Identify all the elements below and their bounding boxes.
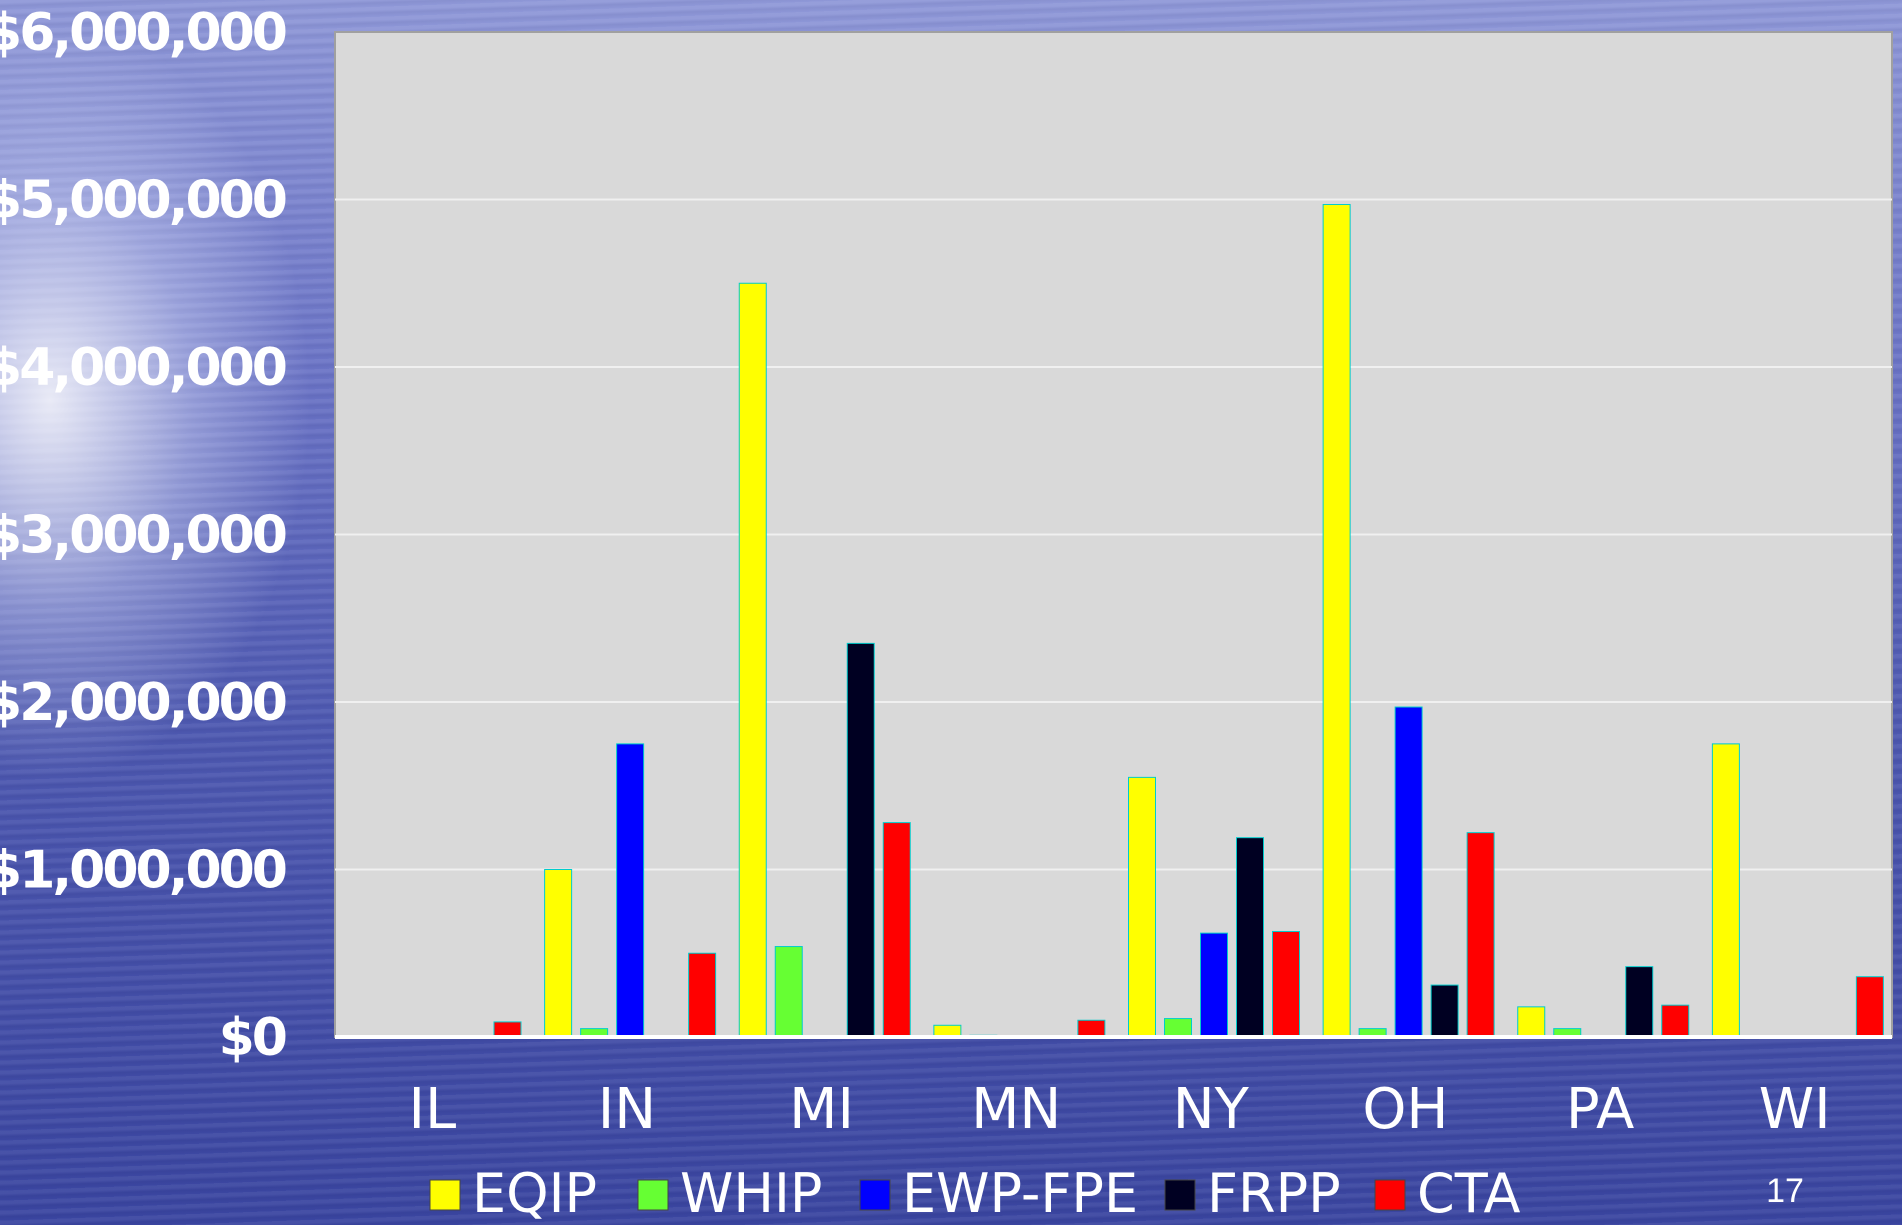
bars — [493, 204, 1884, 1038]
legend-swatch-frpp — [1164, 1179, 1196, 1211]
x-tick-label: MN — [971, 1077, 1061, 1142]
bar-eqip-mi — [738, 282, 767, 1038]
legend-swatch-whip — [637, 1179, 669, 1211]
x-tick-label: WI — [1759, 1077, 1831, 1142]
legend-swatch-ewp-fpe — [859, 1179, 891, 1211]
bar-frpp-pa — [1625, 966, 1654, 1038]
bar-frpp-oh — [1430, 984, 1459, 1038]
bar-ewp-fpe-oh — [1394, 706, 1423, 1038]
y-tick-label: $3,000,000 — [0, 506, 286, 566]
legend-label-whip: WHIP — [680, 1162, 823, 1225]
bar-eqip-in — [544, 869, 573, 1038]
legend-swatch-eqip — [429, 1179, 461, 1211]
x-tick-label: PA — [1566, 1077, 1635, 1142]
bar-whip-mi — [774, 946, 803, 1038]
y-tick-label: $5,000,000 — [0, 171, 286, 231]
bar-cta-pa — [1661, 1004, 1690, 1038]
y-tick-label: $6,000,000 — [0, 3, 286, 63]
legend-swatch-cta — [1374, 1179, 1406, 1211]
bar-eqip-oh — [1322, 204, 1351, 1038]
bar-cta-oh — [1466, 832, 1495, 1038]
legend: EQIP WHIP EWP-FPE FRPP CTA — [429, 1162, 1520, 1225]
gridlines — [335, 198, 1892, 871]
page-number: 17 — [1766, 1172, 1804, 1210]
y-tick-label: $4,000,000 — [0, 338, 286, 398]
y-tick-label: $2,000,000 — [0, 673, 286, 733]
x-tick-label: MI — [789, 1077, 854, 1142]
bar-eqip-pa — [1517, 1006, 1546, 1038]
x-tick-label: OH — [1362, 1077, 1448, 1142]
bar-cta-mn — [1077, 1019, 1106, 1038]
bar-cta-ny — [1272, 930, 1300, 1038]
bar-ewp-fpe-in — [616, 743, 645, 1038]
bar-cta-wi — [1855, 976, 1884, 1038]
legend-label-eqip: EQIP — [472, 1162, 597, 1225]
bar-frpp-ny — [1236, 837, 1264, 1038]
x-tick-label: IL — [408, 1077, 456, 1142]
x-tick-label: NY — [1173, 1077, 1250, 1142]
legend-label-frpp: FRPP — [1207, 1162, 1341, 1225]
bar-frpp-mi — [846, 642, 875, 1038]
bar-eqip-ny — [1128, 776, 1156, 1038]
x-tick-label: IN — [598, 1077, 656, 1142]
bar-ewp-fpe-ny — [1200, 932, 1228, 1038]
legend-label-ewp-fpe: EWP-FPE — [902, 1162, 1138, 1225]
bar-eqip-wi — [1711, 743, 1740, 1038]
bar-cta-mi — [882, 822, 911, 1038]
y-tick-label: $0 — [219, 1008, 286, 1068]
bar-cta-in — [688, 952, 717, 1038]
legend-label-cta: CTA — [1417, 1162, 1520, 1225]
y-tick-label: $1,000,000 — [0, 841, 286, 901]
x-axis-tick-labels: IL IN MI MN NY OH PA WI — [408, 1077, 1830, 1142]
bar-cta-il — [493, 1021, 522, 1038]
bar-whip-ny — [1164, 1018, 1192, 1038]
y-axis-tick-labels: $0 $1,000,000 $2,000,000 $3,000,000 $4,000,0… — [0, 3, 289, 1068]
